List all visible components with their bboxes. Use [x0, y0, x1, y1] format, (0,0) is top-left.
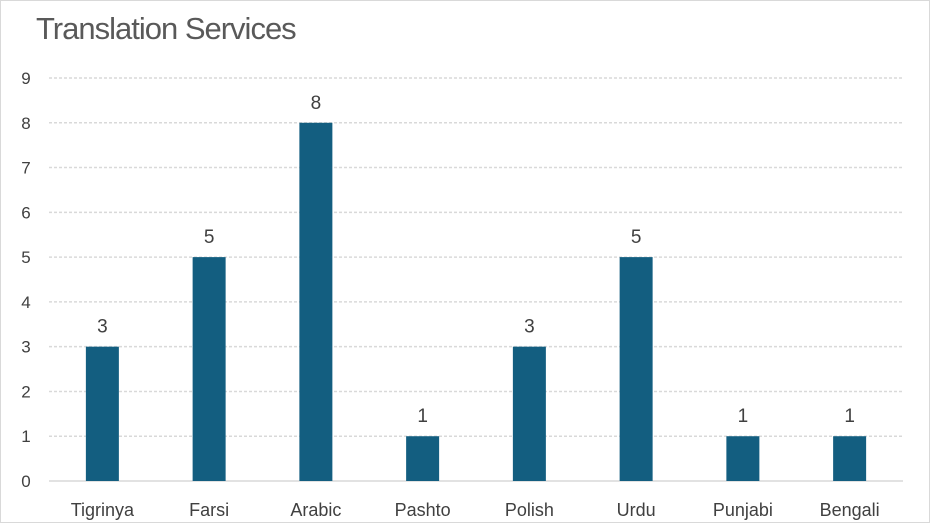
bar-arabic	[299, 122, 333, 482]
data-label: 5	[631, 227, 642, 248]
x-category-label: Punjabi	[713, 500, 773, 520]
data-label: 1	[844, 406, 855, 427]
data-label: 5	[204, 227, 215, 248]
bar-bengali	[833, 436, 867, 481]
data-label: 1	[738, 406, 749, 427]
y-tick-label: 5	[21, 248, 30, 267]
y-tick-label: 0	[21, 472, 30, 491]
x-category-label: Polish	[505, 500, 554, 520]
y-tick-label: 2	[21, 382, 30, 401]
x-category-label: Urdu	[617, 500, 656, 520]
y-tick-label: 9	[21, 69, 30, 88]
y-tick-label: 3	[21, 338, 30, 357]
y-tick-label: 1	[21, 427, 30, 446]
data-label: 1	[417, 406, 428, 427]
y-tick-label: 7	[21, 159, 30, 178]
bar-punjabi	[726, 436, 760, 481]
x-category-label: Tigrinya	[71, 500, 135, 520]
bar-urdu	[619, 257, 653, 481]
bar-pashto	[406, 436, 440, 481]
data-label: 3	[524, 317, 535, 338]
bar-tigrinya	[85, 346, 119, 481]
y-tick-label: 6	[21, 203, 30, 222]
data-label: 3	[97, 317, 108, 338]
x-category-label: Bengali	[820, 500, 880, 520]
y-tick-label: 8	[21, 114, 30, 133]
x-category-label: Farsi	[189, 500, 229, 520]
data-label: 8	[311, 93, 322, 114]
bar-polish	[512, 346, 546, 481]
chart-title: Translation Services	[36, 11, 297, 46]
x-category-label: Pashto	[395, 500, 451, 520]
y-tick-label: 4	[21, 293, 30, 312]
x-category-label: Arabic	[290, 500, 341, 520]
bar-farsi	[192, 257, 226, 481]
